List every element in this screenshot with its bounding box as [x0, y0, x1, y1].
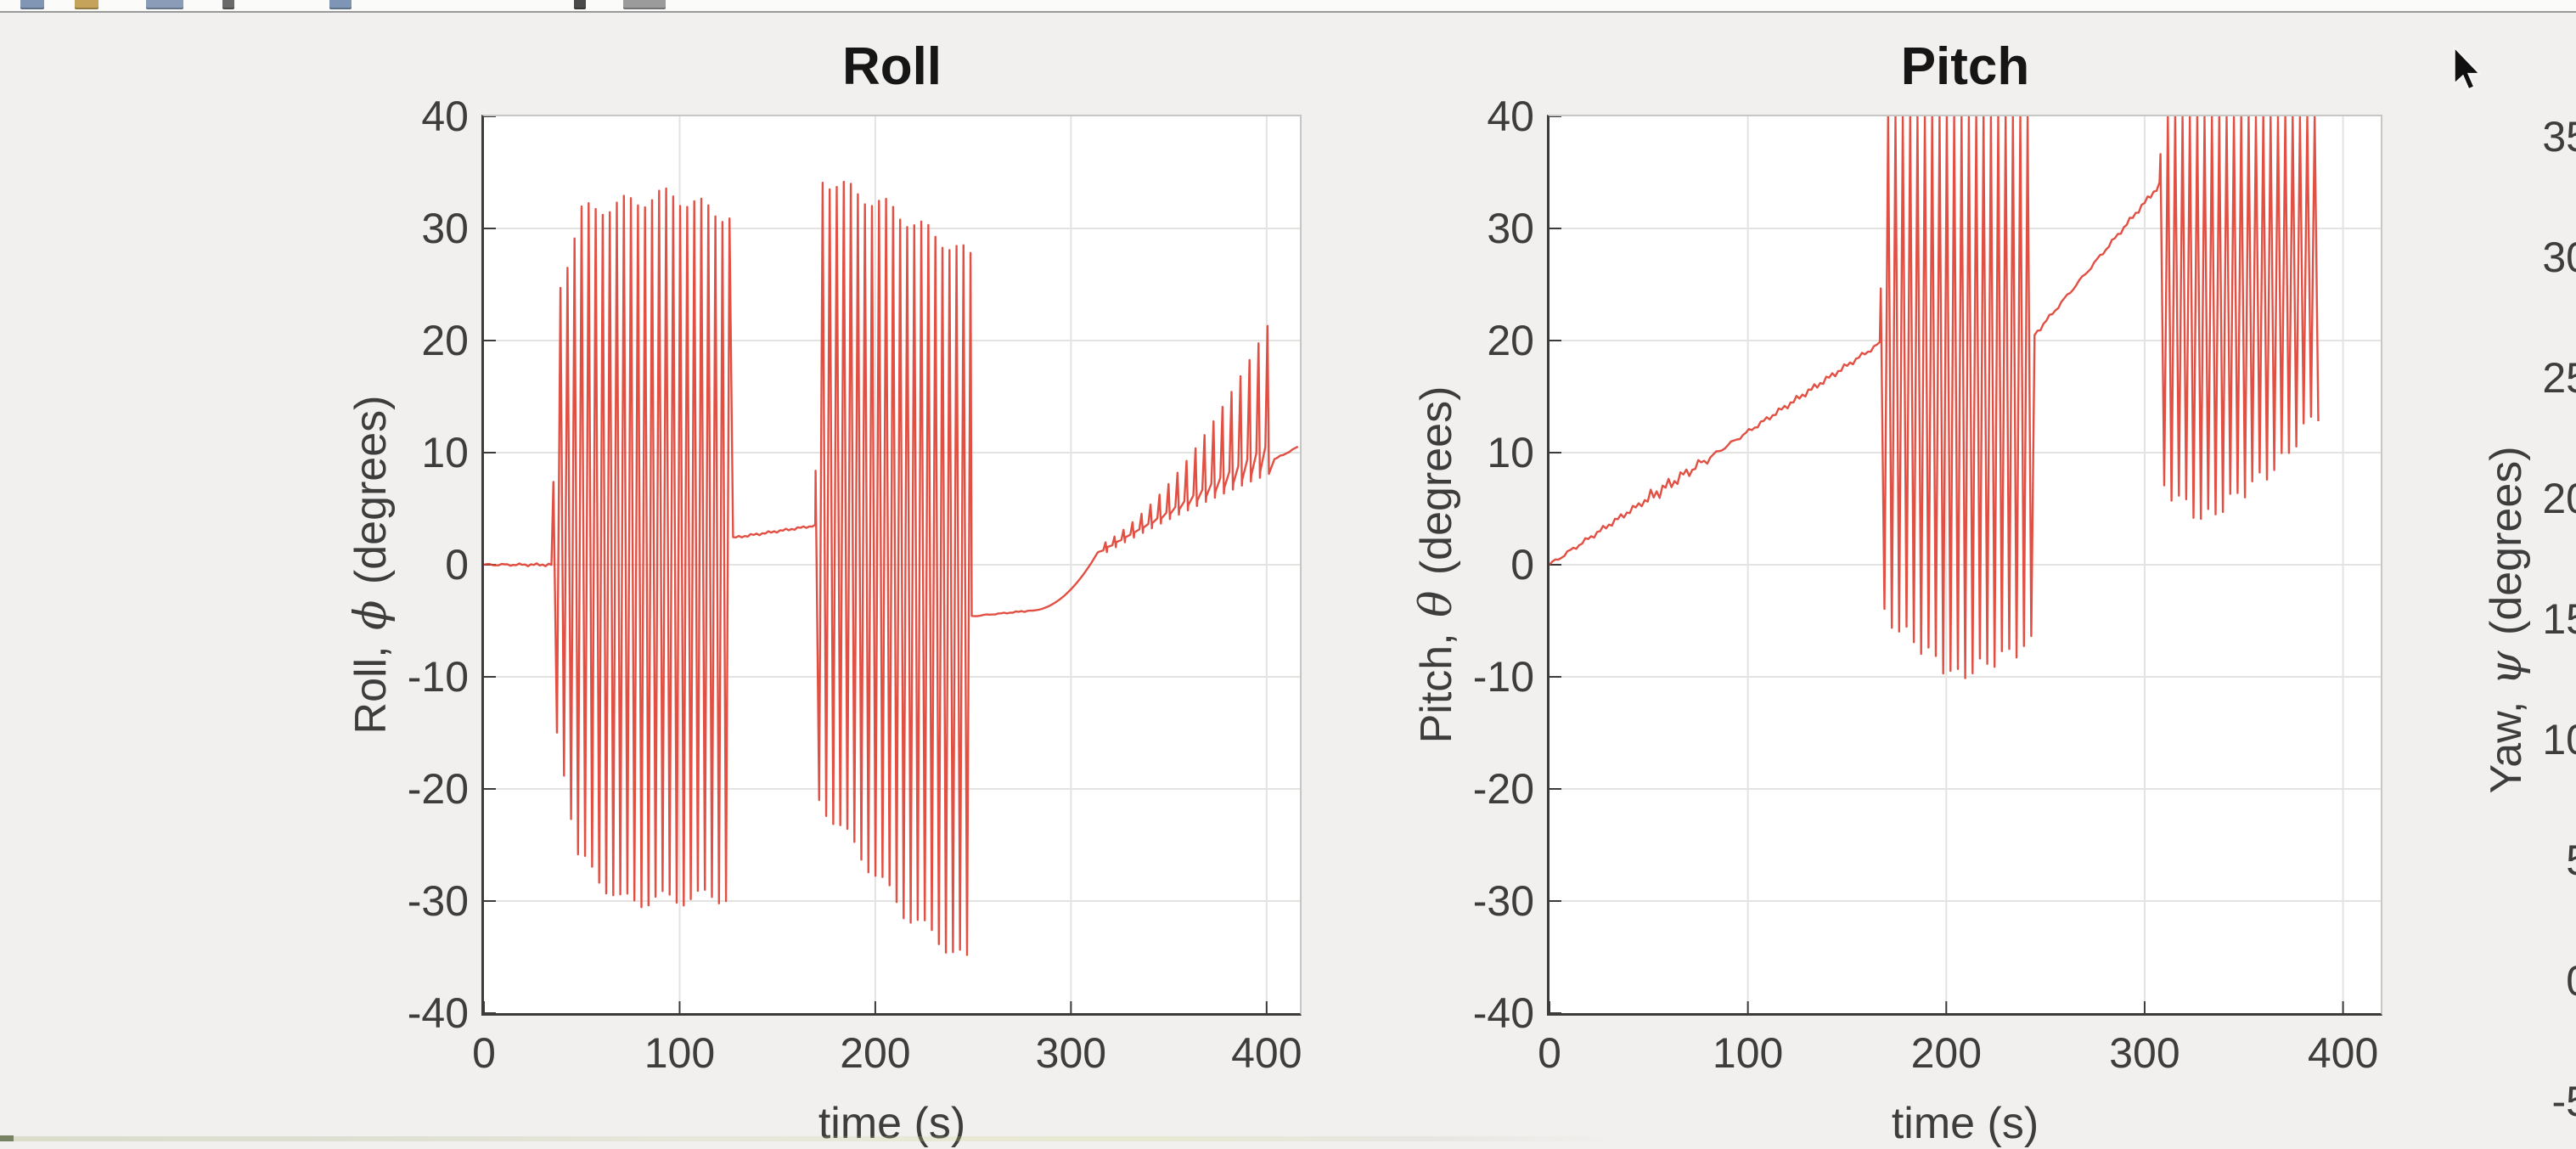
x-tick-label: 400 — [2307, 1029, 2379, 1077]
y-axis-label-symbol: θ — [1411, 590, 1462, 617]
pitch-trace — [1550, 116, 2320, 679]
plot-title: Roll — [841, 37, 942, 96]
yaw-ytick-label: 35 — [2542, 113, 2576, 161]
y-axis-label-text: Pitch, — [1412, 620, 1461, 744]
toolbar-icon-save[interactable] — [146, 0, 183, 9]
y-axis-label-units: (degrees) — [2482, 446, 2531, 648]
y-axis-label: Pitch, θ (degrees) — [1411, 386, 1462, 744]
x-axis-label: time (s) — [1891, 1099, 2039, 1148]
y-axis-label-text: Yaw, — [2482, 689, 2531, 794]
y-tick-label: 10 — [1487, 429, 1534, 476]
plot-roll: Roll, ϕ (degrees) Roll 40 30 20 10 0 -10 -20 -30-… — [0, 13, 2576, 1148]
y-axis-label: Roll, ϕ (degrees) — [346, 396, 397, 735]
y-tick-label: -30 — [407, 877, 469, 925]
yaw-ytick-label: 20 — [2542, 475, 2576, 522]
y-axis-label: Yaw, ψ (degrees) — [2481, 446, 2532, 793]
y-tick-label: 20 — [1487, 317, 1534, 364]
y-tick-label: -40 — [1472, 989, 1534, 1037]
y-tick-label: -30 — [1472, 877, 1534, 925]
y-tick-label: 0 — [445, 541, 469, 589]
y-tick-label: -20 — [407, 765, 469, 813]
y-tick-label: -40 — [407, 989, 469, 1037]
x-tick-label: 200 — [1910, 1029, 1983, 1077]
plot-yaw: Yaw, ψ (degrees) 35 30 25 20 15 10 5 0 -5 — [0, 13, 2576, 1141]
axes-box — [1547, 115, 2382, 1016]
y-axis-label-text: Roll, — [346, 633, 396, 735]
yaw-ytick-label: 25 — [2542, 354, 2576, 402]
figure-toolbar — [0, 0, 2576, 13]
y-tick-label: 30 — [421, 205, 469, 252]
y-tick-label: 10 — [421, 429, 469, 476]
plot-pitch: Pitch, θ (degrees) Pitch 40 30 20 10 0 -10 -20 -3… — [0, 13, 2576, 1148]
axes-box — [481, 115, 1302, 1016]
toolbar-icon-zoom[interactable] — [329, 0, 352, 9]
x-tick-label: 0 — [472, 1029, 496, 1077]
y-tick-label: 40 — [421, 93, 469, 140]
plot-title: Pitch — [1900, 37, 2030, 96]
x-tick-label: 100 — [1712, 1029, 1784, 1077]
y-tick-label: -20 — [1472, 765, 1534, 813]
yaw-ytick-label: 15 — [2542, 595, 2576, 643]
y-axis-label-units: (degrees) — [1412, 386, 1461, 588]
figure-canvas: Roll, ϕ (degrees) Roll 40 30 20 10 0 -10 -20 -30-… — [0, 13, 2576, 1148]
x-tick-label: 200 — [840, 1029, 911, 1077]
x-tick-label: 300 — [2109, 1029, 2180, 1077]
toolbar-icon-new[interactable] — [20, 0, 44, 9]
y-tick-label: -10 — [1472, 653, 1534, 701]
toolbar-icon-legend[interactable] — [623, 0, 666, 9]
x-tick-label: 0 — [1538, 1029, 1561, 1077]
toolbar-icon-print[interactable] — [222, 0, 234, 9]
y-axis-label-symbol: ψ — [2481, 651, 2532, 686]
compression-artifact-band — [14, 1136, 1618, 1141]
yaw-ytick-label: 5 — [2488, 839, 2576, 881]
toolbar-icon-open[interactable] — [75, 0, 98, 9]
yaw-ytick-label: 10 — [2542, 716, 2576, 763]
y-tick-label: 0 — [1510, 541, 1534, 589]
roll-trace — [484, 180, 1299, 956]
x-axis-label: time (s) — [818, 1099, 966, 1148]
y-tick-label: 20 — [421, 317, 469, 364]
y-tick-label: 40 — [1487, 93, 1534, 140]
y-axis-label-symbol: ϕ — [346, 600, 397, 630]
compression-artifact-chip — [0, 1135, 14, 1141]
y-axis-label-units: (degrees) — [346, 395, 396, 597]
y-tick-label: 30 — [1487, 205, 1534, 252]
toolbar-icon-rotate[interactable] — [574, 0, 586, 9]
x-tick-label: 400 — [1231, 1029, 1302, 1077]
x-tick-label: 300 — [1035, 1029, 1107, 1077]
x-tick-label: 100 — [644, 1029, 716, 1077]
mouse-cursor — [2453, 46, 2483, 91]
y-tick-label: -10 — [407, 653, 469, 701]
yaw-ytick-label: -5 — [2551, 1078, 2576, 1125]
yaw-ytick-label: 30 — [2542, 234, 2576, 281]
yaw-ytick-label: 0 — [2488, 960, 2576, 1002]
